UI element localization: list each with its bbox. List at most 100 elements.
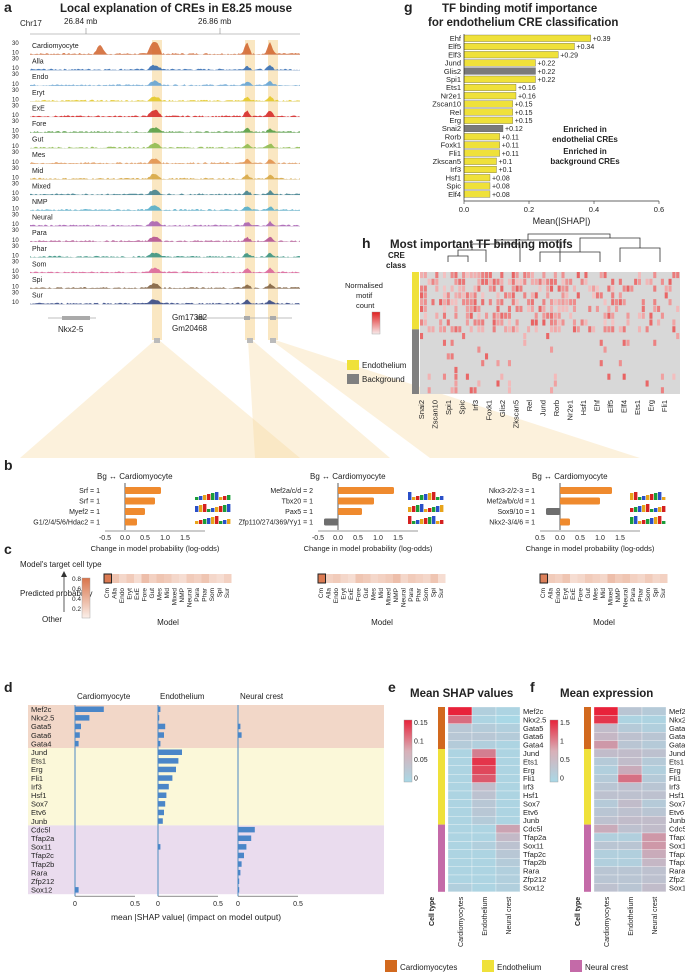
- h-legend-label-0: Endothelium: [362, 361, 407, 370]
- c-cell-2-4: [570, 574, 578, 583]
- g-legend-endo-2: endothelial CREs: [552, 135, 618, 144]
- c-model-2-0: Cm: [540, 588, 547, 598]
- d-bar-0-1: [158, 706, 161, 712]
- b-label-0-0: Srf = 1: [79, 488, 100, 495]
- f-row-3: Gata6: [669, 732, 685, 741]
- c-cell-0-3: [126, 574, 134, 583]
- d-tf-1: Nkx2.5: [31, 714, 54, 723]
- b-tick-1-3: 1.0: [373, 535, 383, 542]
- g-cat-1: Elf5: [448, 42, 461, 51]
- g-val-9: +0.15: [515, 110, 533, 117]
- c-colorbar: [81, 577, 91, 619]
- h-cell-49-6: [607, 312, 611, 319]
- b-bar-0-3: [125, 518, 137, 526]
- f-scale-1: 1: [560, 739, 564, 746]
- track-label-5: Fore: [32, 121, 47, 128]
- c-cell-2-6: [585, 574, 593, 583]
- f-cell-5-1: [617, 748, 643, 758]
- f-cell-16-0: [593, 841, 619, 850]
- d-tf-8: Fli1: [31, 774, 43, 783]
- e-cell-10-1: [471, 790, 497, 800]
- chrom-label: Chr17: [20, 19, 42, 28]
- c-xlabel-1: Model: [371, 618, 393, 627]
- track-min-5: 10: [12, 129, 19, 135]
- d-tick0-1: 0: [156, 901, 160, 908]
- h-cell-19-8: [492, 326, 496, 333]
- b-bar-2-1: [560, 497, 600, 505]
- d-block-0: [28, 705, 384, 748]
- f-row-0: Mef2c: [669, 707, 685, 716]
- track-label-0: Cardiomyocyte: [32, 43, 79, 50]
- g-val-0: +0.39: [593, 36, 611, 43]
- g-cat-5: Spi1: [446, 75, 461, 84]
- b-logo-1-2-3: [420, 519, 424, 524]
- h-cell-14-0: [473, 272, 477, 279]
- d-bar-5-1: [158, 749, 182, 755]
- b-logo-0-1-6: [219, 506, 223, 512]
- panel-e: Mef2cNkx2.5Gata5Gata6Gata4JundEts1ErgFli…: [403, 706, 547, 947]
- h-cell-20-4: [496, 299, 500, 306]
- h-cell-21-6: [500, 312, 504, 319]
- c-cell-1-4: [348, 574, 356, 583]
- h-cell-20-7: [496, 319, 500, 326]
- c-legend-top: Model's target cell type: [20, 560, 102, 569]
- h-cell-57-8: [637, 326, 641, 333]
- b-header-1: Bg ↔ Cardiomyocyte: [310, 472, 386, 481]
- c-model-2-16: Sur: [660, 587, 667, 598]
- h-cell-34-4: [550, 299, 554, 306]
- b-logo-0-2-6: [219, 521, 223, 524]
- h-cell-35-4: [553, 299, 557, 306]
- e-cat-2: [438, 824, 445, 892]
- h-cell-48-7: [603, 319, 607, 326]
- h-cell-0-4: [420, 299, 424, 306]
- c-model-1-1: Alla: [326, 588, 333, 599]
- h-cell-9-3: [454, 292, 458, 299]
- track-label-15: Spi: [32, 277, 43, 284]
- f-cell-5-2: [641, 748, 667, 758]
- f-cell-17-2: [641, 849, 667, 859]
- b-bar-2-2: [546, 508, 560, 515]
- track-min-4: 10: [12, 113, 19, 119]
- h-cell-37-1: [561, 278, 565, 285]
- f-cell-6-2: [641, 757, 667, 766]
- d-bar-8-1: [158, 775, 173, 781]
- g-title-1: TF binding motif importance: [442, 3, 597, 15]
- h-cell-18-0: [488, 272, 492, 279]
- b-label-2-2: Sox9/10 = 1: [497, 509, 535, 516]
- h-dendrogram: [447, 233, 661, 262]
- h-cell-38-5: [565, 305, 569, 312]
- b-logo-1-0-1: [412, 497, 416, 500]
- panel-label-f: f: [530, 679, 535, 695]
- d-bar-2-0: [75, 723, 81, 730]
- h-cell-40-2: [572, 285, 576, 292]
- h-cell-29-5: [530, 305, 534, 312]
- e-cell-8-1: [471, 774, 497, 783]
- highlight-cre-2: [245, 40, 255, 340]
- h-cell-46-5: [595, 305, 599, 312]
- f-row-2: Gata5: [669, 724, 685, 733]
- coord-2: 26.86 mb: [198, 17, 232, 26]
- track-signal-1: [30, 64, 300, 71]
- h-cell-28-4: [527, 299, 531, 306]
- b-logo-2-1-5: [650, 509, 654, 512]
- track-label-16: Sur: [32, 293, 44, 300]
- h-cell-5-4: [439, 299, 443, 306]
- c-model-1-11: Neural: [401, 587, 408, 607]
- b-xlabel-0: Change in model probability (log-odds): [91, 544, 220, 553]
- h-cell-23-13: [507, 360, 511, 367]
- e-cell-13-2: [495, 816, 521, 825]
- g-cat-8: Zscan10: [432, 100, 461, 109]
- h-class-1: CRE: [388, 251, 406, 260]
- h-cell-15-0: [477, 272, 481, 279]
- h-cell-31-5: [538, 305, 542, 312]
- c-arrow-head: [61, 571, 67, 577]
- h-cell-43-0: [584, 272, 588, 279]
- b-label-2-1: Mef2a/b/c/d = 1: [487, 499, 536, 506]
- e-cell-5-1: [471, 748, 497, 758]
- h-cell-16-13: [481, 360, 485, 367]
- b-logo-1-0-2: [416, 496, 420, 500]
- h-cell-15-7: [477, 319, 481, 326]
- f-cell-19-2: [641, 866, 667, 876]
- f-cell-1-0: [593, 715, 619, 724]
- h-cell-55-2: [630, 285, 634, 292]
